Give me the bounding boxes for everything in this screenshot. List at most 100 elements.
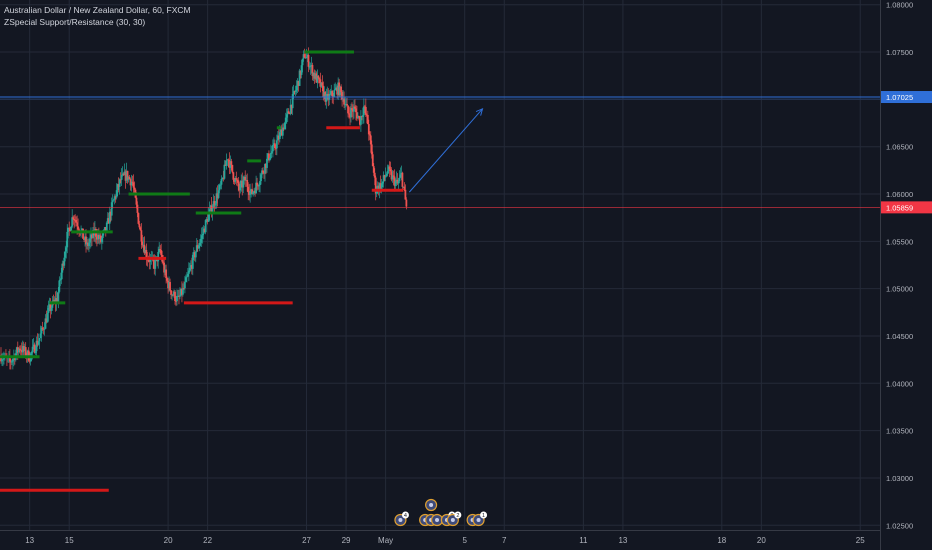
- horizontal-line-price-tag: [881, 91, 932, 104]
- candle-body: [83, 238, 85, 240]
- time-tick-label[interactable]: 13: [25, 536, 34, 545]
- candle-body: [38, 337, 41, 342]
- candle: [269, 157, 271, 162]
- price-tick-label[interactable]: 1.06000: [886, 190, 913, 199]
- time-tick-label[interactable]: 27: [302, 536, 311, 545]
- candle: [332, 92, 335, 105]
- price-tick-label[interactable]: 1.08000: [886, 1, 913, 10]
- event-marker[interactable]: 1: [472, 511, 488, 527]
- candle-body: [65, 247, 68, 252]
- candle: [321, 75, 324, 92]
- time-tick-label[interactable]: 13: [618, 536, 627, 545]
- candle: [187, 262, 190, 282]
- candle: [50, 305, 53, 315]
- time-tick-label[interactable]: 5: [462, 536, 467, 545]
- candle-body: [381, 181, 384, 184]
- time-tick-label[interactable]: 11: [579, 536, 588, 545]
- price-tick-label[interactable]: 1.04500: [886, 332, 913, 341]
- price-tick-label[interactable]: 1.05000: [886, 285, 913, 294]
- event-marker[interactable]: 4: [394, 511, 409, 527]
- candle: [355, 104, 357, 121]
- candle-body: [140, 230, 143, 242]
- price-tick-label[interactable]: 1.06500: [886, 143, 913, 152]
- time-tick-label[interactable]: 29: [342, 536, 351, 545]
- time-tick-label[interactable]: 18: [717, 536, 726, 545]
- candle: [115, 183, 118, 200]
- candle-body: [292, 91, 295, 95]
- candle: [394, 178, 397, 190]
- candle-body: [96, 235, 99, 240]
- candle: [148, 252, 151, 270]
- candle-body: [118, 179, 121, 187]
- candle: [309, 62, 312, 75]
- indicator-title[interactable]: ZSpecial Support/Resistance (30, 30): [4, 17, 146, 27]
- candle-body: [284, 117, 287, 123]
- candle: [164, 264, 167, 276]
- price-tick-label[interactable]: 1.02500: [886, 521, 913, 530]
- candle-body: [198, 242, 201, 246]
- candle: [8, 349, 11, 370]
- candle-body: [336, 87, 339, 95]
- time-tick-label[interactable]: 22: [203, 536, 212, 545]
- candle: [291, 86, 294, 116]
- candle-body: [196, 245, 199, 249]
- price-tick-label[interactable]: 1.07500: [886, 48, 913, 57]
- projection-arrow-head: [475, 107, 484, 116]
- candle-body: [57, 291, 60, 302]
- candle: [334, 82, 337, 91]
- candle-body: [307, 54, 310, 67]
- candle-body: [108, 211, 111, 224]
- time-tick-label[interactable]: 25: [856, 536, 865, 545]
- candle: [227, 158, 230, 168]
- candle: [366, 110, 369, 125]
- time-tick-label[interactable]: 20: [757, 536, 766, 545]
- candle-body: [374, 177, 377, 194]
- price-tick-label[interactable]: 1.04000: [886, 379, 913, 388]
- candle: [363, 104, 366, 114]
- candle-body: [41, 327, 44, 329]
- candle: [184, 274, 187, 283]
- candle-body: [315, 73, 318, 83]
- price-tick-label[interactable]: 1.03000: [886, 474, 913, 483]
- candle-body: [377, 185, 380, 192]
- candle-body: [247, 186, 250, 193]
- time-tick-label[interactable]: 20: [164, 536, 173, 545]
- event-count-badge: [454, 511, 462, 519]
- candle-body: [235, 178, 238, 180]
- candle-body: [375, 191, 378, 194]
- candle: [125, 162, 128, 184]
- candle-body: [76, 222, 79, 227]
- event-marker[interactable]: 2: [446, 511, 462, 527]
- candle-body: [82, 228, 84, 239]
- candle-body: [26, 350, 29, 356]
- current-price-label: 1.05859: [886, 203, 913, 212]
- candle-body: [214, 203, 217, 206]
- candle: [388, 161, 391, 178]
- candle-body: [75, 219, 78, 223]
- candle-body: [314, 73, 317, 79]
- candle-body: [369, 135, 372, 145]
- candle: [202, 225, 205, 240]
- candle-body: [265, 163, 267, 168]
- candle-body: [306, 54, 309, 58]
- candle: [39, 325, 42, 339]
- candle: [354, 99, 356, 110]
- candle-body: [272, 143, 275, 146]
- time-tick-label[interactable]: May: [378, 536, 393, 545]
- candle-body: [165, 269, 168, 279]
- time-tick-label[interactable]: 7: [502, 536, 507, 545]
- candle-body: [126, 170, 129, 180]
- candle-body: [172, 294, 174, 296]
- candle-body: [335, 87, 338, 90]
- candle-body: [162, 261, 165, 263]
- candle: [247, 182, 250, 201]
- price-tick-label[interactable]: 1.03500: [886, 427, 913, 436]
- price-tick-label[interactable]: 1.05500: [886, 237, 913, 246]
- candle: [286, 108, 289, 122]
- candle: [176, 289, 178, 306]
- symbol-title[interactable]: Australian Dollar / New Zealand Dollar, …: [4, 5, 191, 15]
- time-tick-label[interactable]: 15: [65, 536, 74, 545]
- event-marker[interactable]: [425, 498, 438, 512]
- candle-body: [20, 350, 23, 353]
